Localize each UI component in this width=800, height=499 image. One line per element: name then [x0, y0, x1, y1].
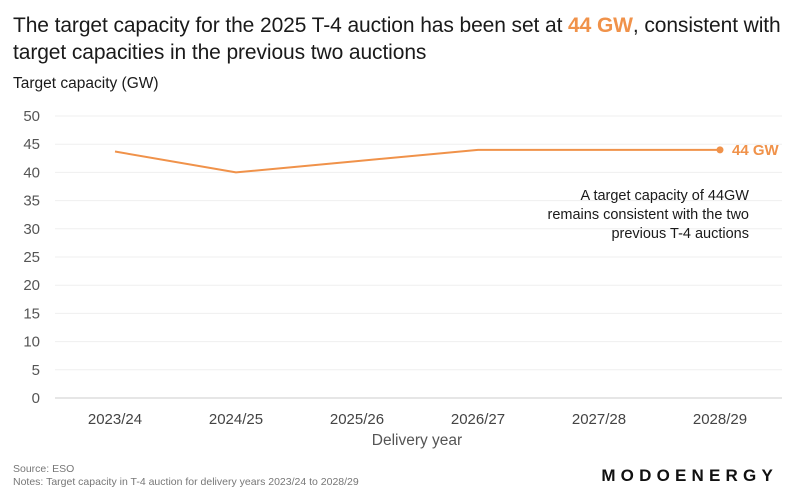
gridlines	[55, 115, 782, 399]
y-tick-label: 50	[23, 108, 40, 125]
x-tick-label: 2023/24	[88, 411, 142, 428]
annotation-line: remains consistent with the two	[548, 207, 749, 223]
y-tick-label: 15	[23, 305, 40, 322]
y-tick-label: 35	[23, 193, 40, 210]
source-text: Source: ESO	[13, 463, 75, 475]
y-tick-labels: 0 5 10 15 20 25 30 35 40 45 50	[23, 108, 40, 407]
annotation-line: previous T-4 auctions	[611, 226, 749, 242]
end-point-marker	[716, 146, 724, 154]
annotation-line: A target capacity of 44GW	[581, 188, 750, 204]
y-tick-label: 20	[23, 277, 40, 294]
x-tick-labels: 2023/24 2024/25 2025/26 2026/27 2027/28 2028/…	[88, 411, 747, 428]
x-tick-label: 2024/25	[209, 411, 263, 428]
y-tick-label: 40	[23, 164, 40, 181]
y-tick-label: 30	[23, 221, 40, 238]
x-tick-label: 2027/28	[572, 411, 626, 428]
notes-text: Notes: Target capacity in T-4 auction fo…	[13, 476, 359, 488]
y-tick-label: 25	[23, 249, 40, 266]
y-tick-label: 0	[32, 390, 40, 407]
chart-title: The target capacity for the 2025 T-4 auc…	[13, 12, 793, 66]
x-tick-label: 2026/27	[451, 411, 505, 428]
title-highlight: 44 GW	[568, 14, 633, 37]
series-line-group: 44 GW	[114, 142, 780, 174]
annotation-text: A target capacity of 44GW remains consist…	[548, 188, 750, 242]
title-part2: , consistent with target capacities in t…	[13, 14, 781, 64]
end-value-label: 44 GW	[732, 142, 780, 159]
series-line	[114, 148, 720, 174]
modoenergy-logo: MODOENERGY	[601, 466, 778, 485]
y-tick-label: 5	[32, 362, 40, 379]
x-tick-label: 2025/26	[330, 411, 384, 428]
y-tick-label: 10	[23, 334, 40, 351]
footer-notes: Source: ESO Notes: Target capacity in T-…	[13, 463, 359, 489]
y-axis-label: Target capacity (GW)	[13, 75, 159, 92]
y-tick-label: 45	[23, 136, 40, 153]
x-tick-label: 2028/29	[693, 411, 747, 428]
title-part1: The target capacity for the 2025 T-4 auc…	[13, 14, 569, 37]
x-axis-label: Delivery year	[372, 432, 462, 449]
